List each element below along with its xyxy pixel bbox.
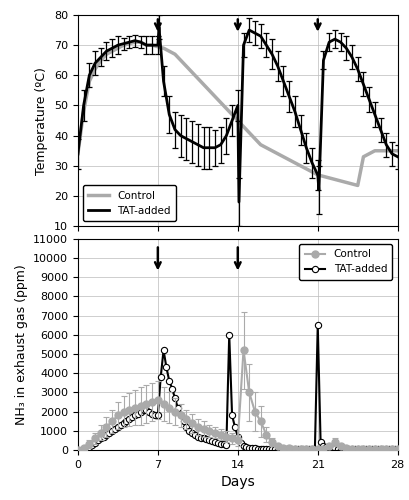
X-axis label: Days: Days xyxy=(220,476,254,490)
Y-axis label: Temperature (ºC): Temperature (ºC) xyxy=(36,66,48,174)
Legend: Control, TAT-added: Control, TAT-added xyxy=(299,244,391,280)
Legend: Control, TAT-added: Control, TAT-added xyxy=(83,186,176,221)
Y-axis label: NH₃ in exhaust gas (ppm): NH₃ in exhaust gas (ppm) xyxy=(15,264,27,425)
